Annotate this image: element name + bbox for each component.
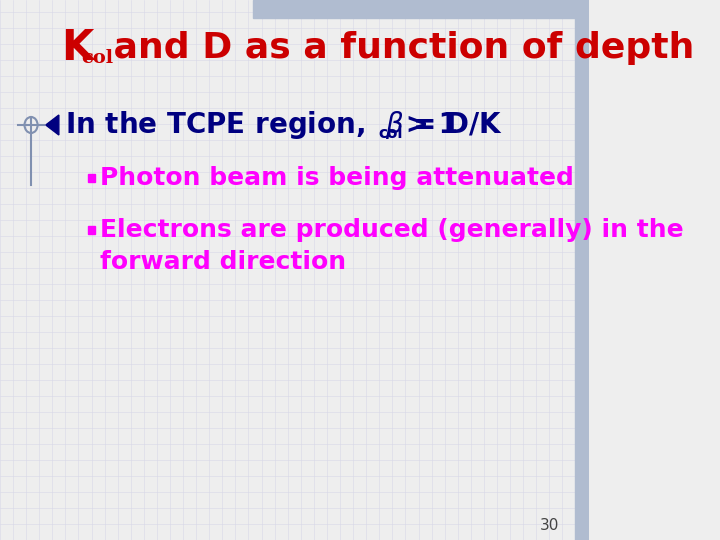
Text: $\mathbf{K}$: $\mathbf{K}$ [61,27,97,69]
Bar [89,226,95,234]
Text: Photon beam is being attenuated: Photon beam is being attenuated [100,166,574,190]
Polygon shape [46,115,59,135]
Text: col: col [379,126,403,141]
Text: 30: 30 [539,518,559,534]
Bar [253,0,580,18]
Bar [89,174,95,182]
Text: Electrons are produced (generally) in the: Electrons are produced (generally) in th… [100,218,683,242]
Bar [575,0,588,540]
Text: and D as a function of depth: and D as a function of depth [102,31,695,65]
Text: > 1: > 1 [395,111,457,139]
Text: In the TCPE region,  $\beta$ = D/K: In the TCPE region, $\beta$ = D/K [66,109,503,141]
Text: forward direction: forward direction [100,250,346,274]
Text: col: col [81,49,113,67]
